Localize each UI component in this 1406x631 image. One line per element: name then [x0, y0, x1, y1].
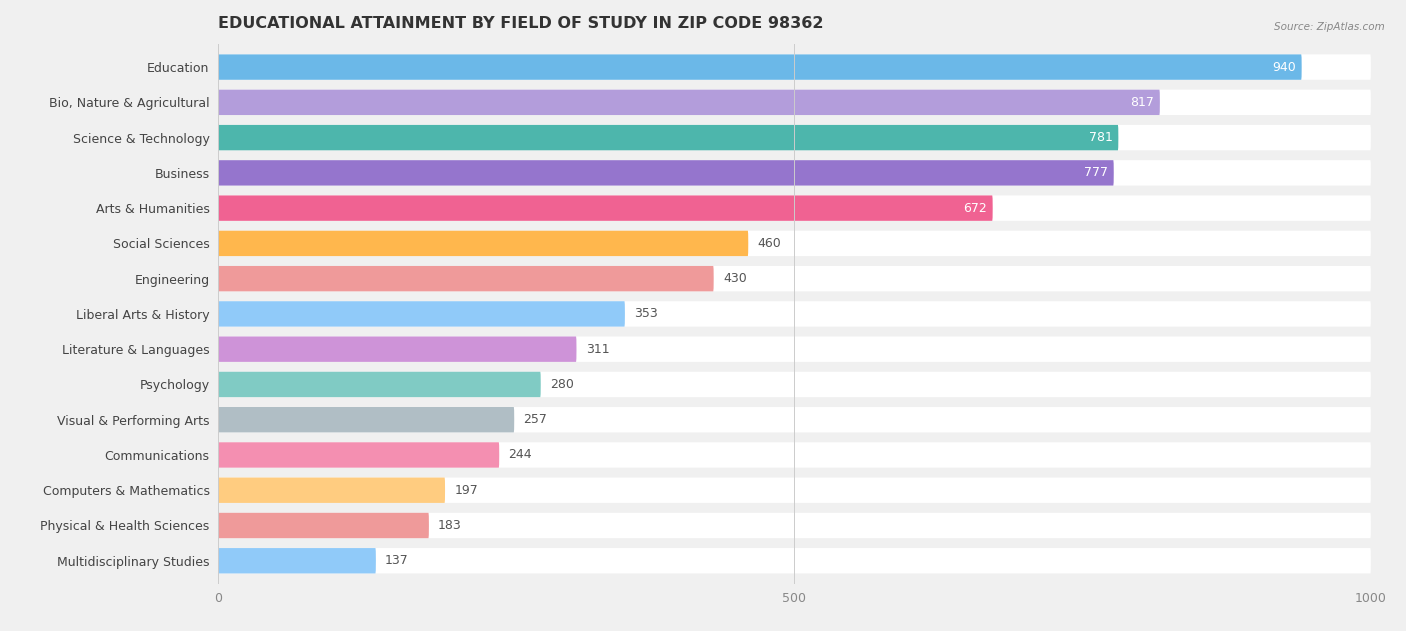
Text: 197: 197	[454, 484, 478, 497]
Text: 280: 280	[550, 378, 574, 391]
FancyBboxPatch shape	[218, 301, 1371, 327]
FancyBboxPatch shape	[218, 125, 1118, 150]
FancyBboxPatch shape	[218, 125, 1371, 150]
Text: 672: 672	[963, 202, 987, 215]
FancyBboxPatch shape	[218, 54, 1371, 80]
FancyBboxPatch shape	[218, 478, 1371, 503]
Text: 244: 244	[509, 449, 531, 461]
Text: 817: 817	[1130, 96, 1154, 109]
FancyBboxPatch shape	[218, 372, 1371, 397]
FancyBboxPatch shape	[218, 54, 1302, 80]
Text: 430: 430	[723, 272, 747, 285]
FancyBboxPatch shape	[218, 513, 1371, 538]
Text: 183: 183	[439, 519, 463, 532]
Text: 137: 137	[385, 554, 409, 567]
FancyBboxPatch shape	[218, 196, 1371, 221]
FancyBboxPatch shape	[218, 90, 1160, 115]
FancyBboxPatch shape	[218, 407, 515, 432]
FancyBboxPatch shape	[218, 160, 1114, 186]
Text: 777: 777	[1084, 167, 1108, 179]
Text: 781: 781	[1088, 131, 1112, 144]
FancyBboxPatch shape	[218, 513, 429, 538]
Text: EDUCATIONAL ATTAINMENT BY FIELD OF STUDY IN ZIP CODE 98362: EDUCATIONAL ATTAINMENT BY FIELD OF STUDY…	[218, 16, 824, 30]
FancyBboxPatch shape	[218, 407, 1371, 432]
Text: 460: 460	[758, 237, 782, 250]
Text: 353: 353	[634, 307, 658, 321]
FancyBboxPatch shape	[218, 548, 1371, 574]
FancyBboxPatch shape	[218, 372, 541, 397]
FancyBboxPatch shape	[218, 231, 748, 256]
FancyBboxPatch shape	[218, 266, 1371, 292]
FancyBboxPatch shape	[218, 90, 1371, 115]
FancyBboxPatch shape	[218, 231, 1371, 256]
Text: 257: 257	[523, 413, 547, 426]
Text: Source: ZipAtlas.com: Source: ZipAtlas.com	[1274, 22, 1385, 32]
FancyBboxPatch shape	[218, 548, 375, 574]
FancyBboxPatch shape	[218, 478, 446, 503]
FancyBboxPatch shape	[218, 301, 624, 327]
FancyBboxPatch shape	[218, 266, 714, 292]
FancyBboxPatch shape	[218, 336, 576, 362]
Text: 311: 311	[586, 343, 609, 356]
FancyBboxPatch shape	[218, 196, 993, 221]
FancyBboxPatch shape	[218, 336, 1371, 362]
Text: 940: 940	[1272, 61, 1296, 74]
FancyBboxPatch shape	[218, 442, 1371, 468]
FancyBboxPatch shape	[218, 442, 499, 468]
FancyBboxPatch shape	[218, 160, 1371, 186]
